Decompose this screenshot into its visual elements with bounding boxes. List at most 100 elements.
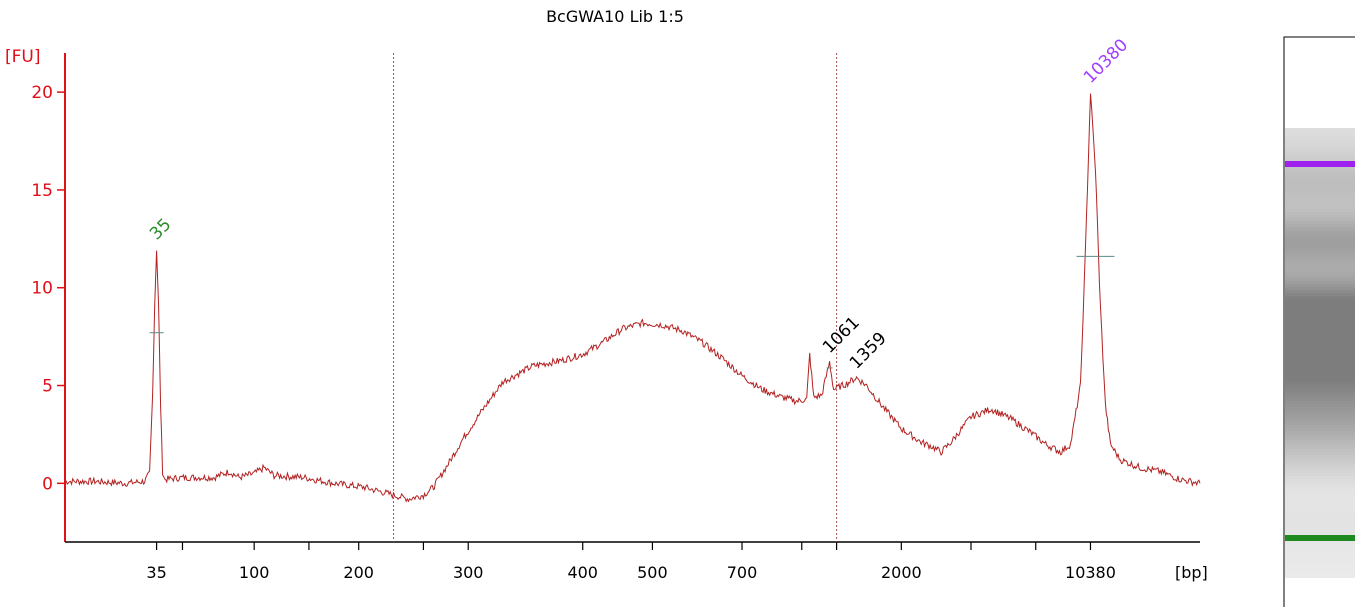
gel-shade [1285,224,1355,227]
gel-shade [1285,341,1355,344]
gel-shade [1285,572,1355,575]
gel-shade [1285,152,1355,155]
gel-shade [1285,575,1355,578]
gel-shade [1285,344,1355,347]
gel-shade [1285,401,1355,404]
gel-shade [1285,287,1355,290]
gel-lane [1283,36,1355,607]
gel-shade [1285,236,1355,239]
gel-shade [1285,398,1355,401]
gel-shade [1285,143,1355,146]
gel-shade [1285,482,1355,485]
chart-title: BcGWA10 Lib 1:5 [546,7,684,26]
gel-shade [1285,197,1355,200]
gel-shade [1285,365,1355,368]
x-tick-label: 500 [637,563,668,582]
gel-shade [1285,362,1355,365]
gel-shade [1285,386,1355,389]
gel-shade [1285,413,1355,416]
gel-shade [1285,329,1355,332]
gel-shade [1285,278,1355,281]
gel-shade [1285,227,1355,230]
gel-shade [1285,545,1355,548]
gel-shade [1285,461,1355,464]
gel-shade [1285,428,1355,431]
gel-shade [1285,470,1355,473]
gel-shade [1285,356,1355,359]
y-axis-unit: [FU] [5,47,41,67]
gel-shade [1285,206,1355,209]
gel-shade [1285,452,1355,455]
gel-shade [1285,422,1355,425]
gel-shade [1285,200,1355,203]
gel-shade [1285,500,1355,503]
x-tick-label: 200 [343,563,374,582]
gel-shade [1285,512,1355,515]
gel-shade [1285,485,1355,488]
gel-shade [1285,404,1355,407]
gel-shade [1285,245,1355,248]
gel-shade [1285,263,1355,266]
gel-shade [1285,332,1355,335]
gel-shade [1285,239,1355,242]
gel-shade [1285,296,1355,299]
axes [64,53,1200,543]
gel-shade [1285,284,1355,287]
gel-shade [1285,374,1355,377]
gel-shade [1285,266,1355,269]
x-ticks: 35 100 200 300 400 500 700 2000 10380 [146,542,1116,582]
gel-shade [1285,212,1355,215]
gel-shade [1285,272,1355,275]
gel-shade [1285,497,1355,500]
gel-shade [1285,389,1355,392]
gel-shade [1285,155,1355,158]
gel-shade [1285,434,1355,437]
gel-shade [1285,431,1355,434]
gel-shade [1285,458,1355,461]
gel-shade [1285,359,1355,362]
gel-shade [1285,242,1355,245]
gel-shade [1285,518,1355,521]
gel-shade [1285,233,1355,236]
gel-shade [1285,335,1355,338]
gel-shade [1285,167,1355,170]
y-tick-label: 0 [42,474,53,494]
gel-shade [1285,176,1355,179]
gel-shade [1285,311,1355,314]
gel-shade [1285,158,1355,161]
gel-shade [1285,305,1355,308]
series-layer [64,93,1201,503]
gel-shade [1285,302,1355,305]
gel-shade [1285,257,1355,260]
gel-shade [1285,563,1355,566]
gel-shade [1285,185,1355,188]
gel-shade [1285,437,1355,440]
gel-shade [1285,557,1355,560]
gel-shade [1285,560,1355,563]
gel-shade [1285,188,1355,191]
gel-shade [1285,530,1355,533]
gel-shade [1285,491,1355,494]
gel-shade [1285,254,1355,257]
gel-shade [1285,380,1355,383]
gel-shade [1285,395,1355,398]
gel-shade [1285,533,1355,536]
gel-shade [1285,548,1355,551]
gel-shade [1285,566,1355,569]
gel-shade [1285,221,1355,224]
gel-shade [1285,353,1355,356]
gel-upper-marker-band [1285,161,1355,167]
series-line [64,93,1201,503]
gel-shade [1285,323,1355,326]
gel-lower-marker-band [1285,535,1355,541]
gel-shade [1285,515,1355,518]
gel-shade [1285,140,1355,143]
gel-shade [1285,194,1355,197]
gel-shade [1285,275,1355,278]
peak-label: 35 [146,215,175,244]
region-markers [393,53,838,542]
gel-shade [1285,416,1355,419]
gel-shade [1285,215,1355,218]
gel-shade [1285,134,1355,137]
